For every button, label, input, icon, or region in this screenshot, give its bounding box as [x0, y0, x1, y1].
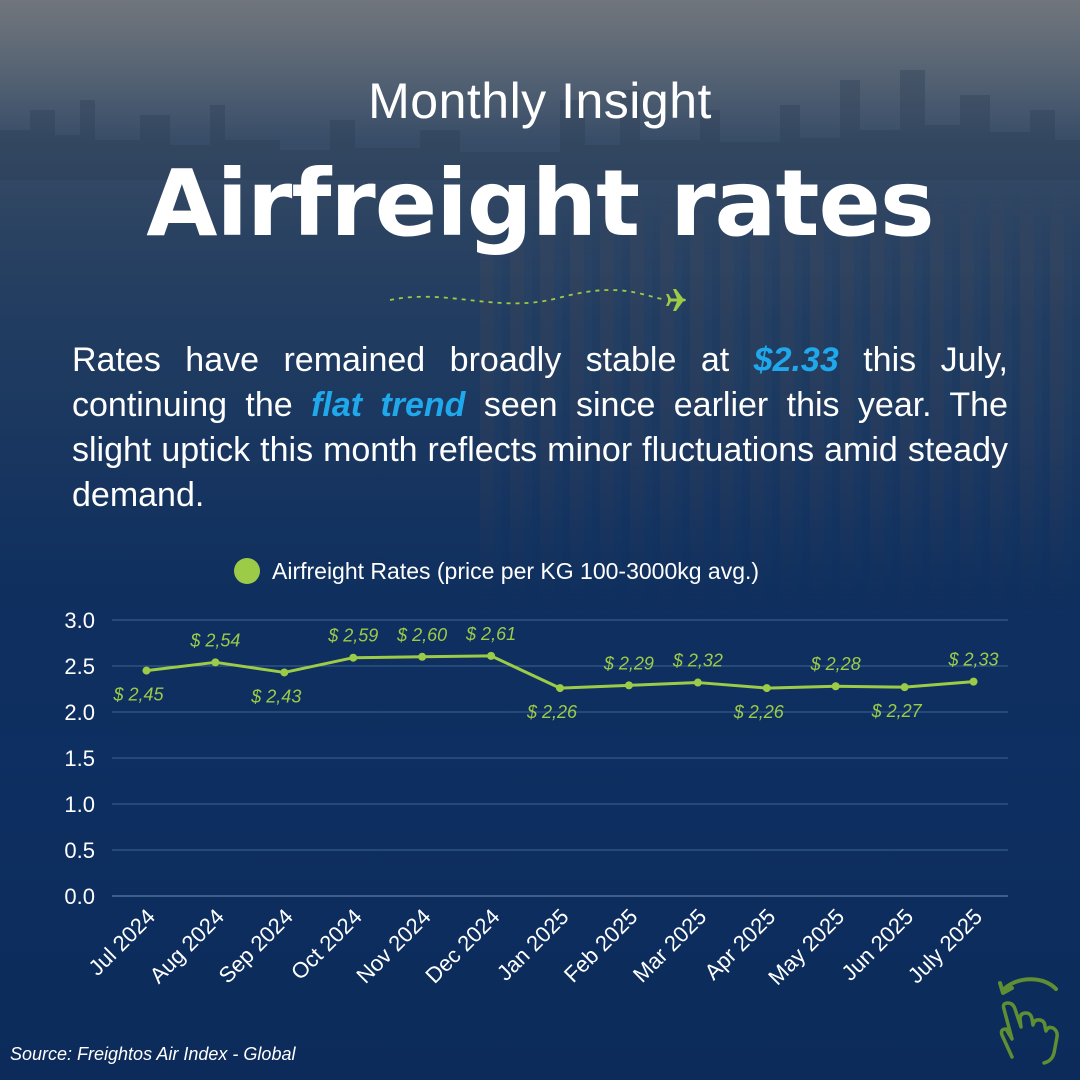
data-label: $ 2,28: [810, 654, 861, 674]
y-tick-label: 0.0: [64, 884, 95, 909]
chart-legend: Airfreight Rates (price per KG 100-3000k…: [234, 554, 759, 588]
x-tick-label: Jan 2025: [492, 904, 574, 986]
sky-glow: [0, 0, 1080, 140]
data-label: $ 2,54: [189, 630, 240, 650]
x-tick-label: Dec 2024: [420, 904, 504, 988]
data-label: $ 2,61: [465, 624, 516, 644]
data-label: $ 2,45: [112, 685, 164, 705]
data-point: [969, 677, 978, 686]
x-tick-label: Aug 2024: [145, 904, 229, 988]
x-tick-label: July 2025: [903, 904, 987, 988]
city-skyline: [0, 70, 1080, 180]
x-tick-label: Nov 2024: [351, 904, 435, 988]
source-note: Source: Freightos Air Index - Global: [10, 1044, 296, 1064]
page-title: Airfreight rates: [146, 150, 934, 257]
highlight-trend: flat trend: [311, 386, 466, 424]
data-point: [556, 684, 564, 693]
data-label: $ 2,32: [672, 651, 723, 671]
data-label: $ 2,29: [603, 653, 654, 673]
container-port-texture: [480, 180, 1080, 620]
data-label: $ 2,60: [396, 625, 447, 645]
data-point: [487, 651, 496, 660]
y-tick-label: 2.5: [64, 654, 95, 679]
y-tick-label: 1.0: [64, 792, 95, 817]
x-tick-label: May 2025: [763, 904, 849, 990]
data-point: [280, 668, 289, 677]
data-point: [831, 682, 840, 691]
y-tick-label: 1.5: [64, 746, 95, 771]
y-tick-label: 0.5: [64, 838, 95, 863]
data-label: $ 2,59: [327, 626, 378, 646]
summary-text-1: Rates have remained broadly stable at: [72, 341, 754, 379]
legend-label: Airfreight Rates (price per KG 100-3000k…: [272, 557, 760, 584]
summary-paragraph: Rates have remained broadly stable at $2…: [72, 338, 1008, 518]
data-point: [900, 683, 909, 692]
data-point: [624, 681, 633, 690]
data-label: $ 2,43: [250, 686, 301, 706]
data-point: [142, 666, 151, 675]
x-tick-label: Feb 2025: [559, 904, 642, 987]
swipe-hand-icon: [998, 977, 1059, 1065]
data-label: $ 2,26: [733, 702, 785, 722]
kicker-title: Monthly Insight: [368, 73, 712, 129]
data-label: $ 2,27: [871, 701, 923, 721]
data-point: [211, 658, 220, 667]
data-point: [693, 678, 702, 687]
data-label: $ 2,33: [948, 650, 999, 670]
highlight-rate-value: $2.33: [753, 341, 839, 379]
y-tick-label: 3.0: [64, 608, 95, 633]
data-label: $ 2,26: [526, 702, 578, 722]
airplane-dashed-path-icon: [389, 289, 686, 311]
x-tick-label: Mar 2025: [628, 904, 711, 987]
x-tick-label: Sep 2024: [214, 904, 298, 988]
summary-text-2: this July, continuing the: [72, 341, 1008, 424]
data-point: [349, 653, 358, 662]
legend-marker: [234, 558, 260, 584]
y-tick-label: 2.0: [64, 700, 95, 725]
summary-text-3: seen since earlier this year. The slight…: [72, 386, 1008, 514]
data-point: [762, 684, 771, 693]
data-point: [418, 652, 427, 661]
